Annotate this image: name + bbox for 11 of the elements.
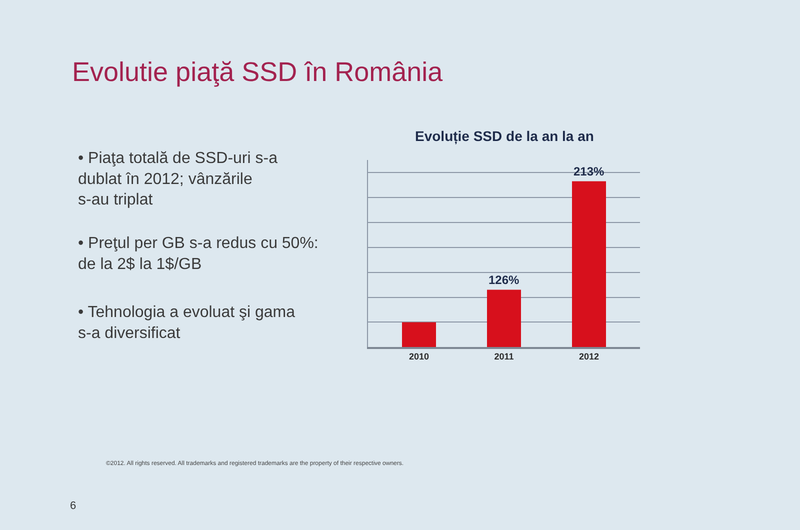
text: 6 xyxy=(70,500,76,512)
x-tick-label: 2011 xyxy=(494,352,514,362)
text: • Piaţa totală de SSD-uri s-a dublat în 2012; vânzările s-au triplat xyxy=(78,150,278,209)
data-label: 126% xyxy=(488,272,520,287)
chart-subtitle: Evoluție SSD de la an la an xyxy=(415,128,594,145)
x-tick-label: 2012 xyxy=(578,352,600,362)
data-label: 213% xyxy=(573,164,605,178)
chart-title: Evolutie piaţă SSD în România xyxy=(72,57,444,87)
text: • Preţul per GB s-a redus cu 50%: de la 2$ la 1$/GB xyxy=(78,235,318,273)
text: • Tehnologia a evoluat şi gama s-a diversificat xyxy=(78,304,296,342)
x-tick-label: 2010 xyxy=(408,352,430,362)
